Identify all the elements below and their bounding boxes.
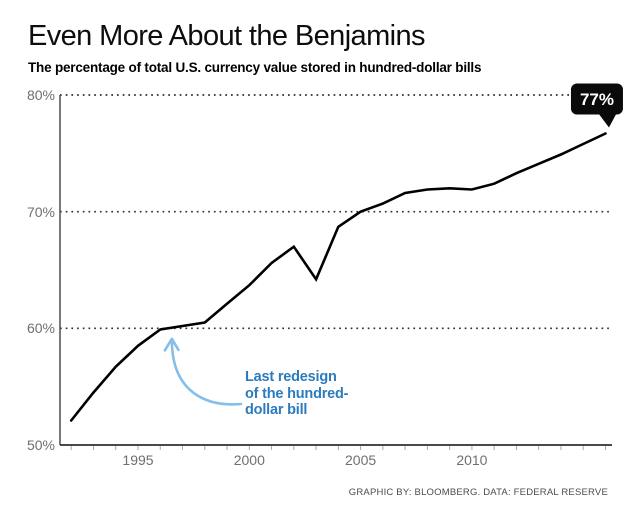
y-tick-label: 70% [26,203,55,220]
annotation-line: of the hundred- [245,385,349,402]
y-tick-label: 50% [26,437,55,453]
x-tick-label: 1995 [122,452,154,468]
x-tick-label: 2005 [345,452,377,468]
annotation-line: dollar bill [245,402,308,418]
annotation-text: Last redesign of the hundred- dollar bil… [245,369,349,419]
x-tick-label: 2010 [456,452,488,468]
annotation-line: Last redesign [245,369,337,385]
x-tick-label: 2000 [233,452,265,468]
credit-line: GRAPHIC BY: BLOOMBERG. DATA: FEDERAL RES… [348,487,608,498]
callout-bubble [570,83,623,115]
y-tick-label: 60% [26,320,55,337]
page-title: Even More About the Benjamins [28,20,426,52]
data-line [69,132,607,422]
value-callout-label: 77% [579,89,614,109]
page-subtitle: The percentage of total U.S. currency va… [28,60,482,75]
annotation-arrowhead-icon [163,337,180,352]
callout-tail [598,113,617,128]
annotation-arrow-icon [170,340,243,406]
y-tick-label: 80% [26,87,55,103]
